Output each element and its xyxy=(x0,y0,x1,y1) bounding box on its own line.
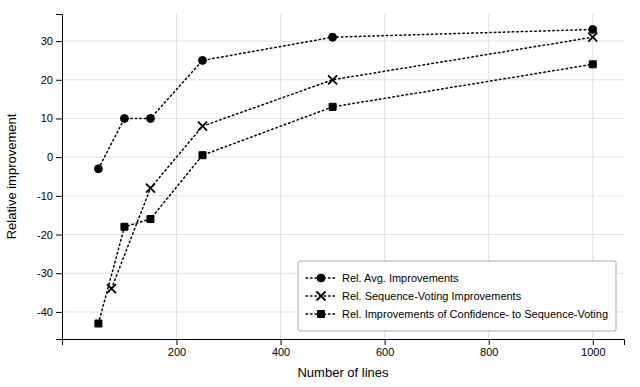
y-axis-tick-mark xyxy=(56,80,62,81)
series-marker xyxy=(147,216,154,223)
x-axis-tick-mark xyxy=(489,339,490,345)
series-marker xyxy=(147,115,155,123)
plot: 200 400 600 800 1000 -40 -30 -20 -10 0 10 20 30 Rel. … xyxy=(37,14,624,358)
series-marker xyxy=(120,115,128,123)
series-marker xyxy=(121,223,128,230)
y-axis-tick: -40 xyxy=(37,306,62,318)
y-axis-tick-mark xyxy=(56,273,62,274)
y-axis-tick-label: 30 xyxy=(41,35,53,47)
y-axis-tick: -30 xyxy=(37,267,62,279)
x-axis: 200 400 600 800 1000 xyxy=(63,339,625,358)
y-axis-tick: -20 xyxy=(37,229,62,241)
legend-item: Rel. Avg. Improvements xyxy=(306,272,459,284)
y-axis-title: Relative improvement xyxy=(4,113,19,239)
series-marker xyxy=(589,61,596,68)
y-axis-tick-mark xyxy=(56,196,62,197)
y-axis: -40 -30 -20 -10 0 10 20 30 xyxy=(37,15,62,340)
series-marker xyxy=(146,184,155,193)
grid-line-x xyxy=(176,14,177,339)
x-axis-tick: 600 xyxy=(376,339,394,358)
y-axis-tick-mark xyxy=(56,118,62,119)
x-axis-line xyxy=(63,340,625,346)
x-axis-tick: 800 xyxy=(480,339,498,358)
chart: 200 400 600 800 1000 -40 -30 -20 -10 0 10 20 30 Rel. … xyxy=(0,0,640,387)
y-axis-tick-label: -10 xyxy=(37,190,53,202)
y-axis-tick: 10 xyxy=(41,112,62,124)
legend-marker xyxy=(318,311,325,318)
series-marker xyxy=(328,75,337,84)
grid-line-y xyxy=(62,195,624,196)
y-axis-tick-label: 20 xyxy=(41,74,53,86)
legend-marker xyxy=(317,274,325,282)
series-marker xyxy=(589,26,597,34)
y-axis-tick-label: 10 xyxy=(41,112,53,124)
series-marker xyxy=(198,122,207,131)
y-axis-tick: -10 xyxy=(37,190,62,202)
series-marker xyxy=(94,165,102,173)
legend-label: Rel. Sequence-Voting Improvements xyxy=(342,290,522,302)
series-line xyxy=(111,37,592,288)
x-axis-tick: 200 xyxy=(168,339,186,358)
x-axis-tick-label: 1000 xyxy=(581,346,605,358)
legend-item: Rel. Sequence-Voting Improvements xyxy=(306,290,522,302)
x-axis-tick-mark xyxy=(281,339,282,345)
grid-line-y xyxy=(62,157,624,158)
y-axis-tick: 30 xyxy=(41,35,62,47)
y-axis-tick: 0 xyxy=(47,151,62,163)
legend-item: Rel. Improvements of Confidence- to Sequ… xyxy=(306,308,608,320)
series-line xyxy=(98,29,592,168)
y-axis-tick-mark xyxy=(56,312,62,313)
x-axis-tick: 1000 xyxy=(581,339,605,358)
legend: Rel. Avg. Improvements Rel. Sequence-Voti… xyxy=(298,261,616,331)
series-marker xyxy=(329,103,336,110)
legend-box xyxy=(298,261,616,331)
y-axis-tick-mark xyxy=(56,41,62,42)
grid-line-y xyxy=(62,79,624,80)
grid xyxy=(62,14,624,339)
series-marker xyxy=(199,56,207,64)
y-axis-tick-label: -20 xyxy=(37,229,53,241)
y-axis-tick-mark xyxy=(56,157,62,158)
series-marker xyxy=(588,33,597,42)
y-axis-tick-label: -30 xyxy=(37,267,53,279)
series-marker xyxy=(199,152,206,159)
y-axis-tick-label: -40 xyxy=(37,306,53,318)
series xyxy=(107,33,597,293)
grid-line-y xyxy=(62,234,624,235)
x-axis-title: Number of lines xyxy=(297,365,389,380)
series xyxy=(94,26,596,173)
y-axis-tick: 20 xyxy=(41,74,62,86)
x-axis-tick: 400 xyxy=(272,339,290,358)
legend-marker xyxy=(317,292,326,301)
x-axis-tick-label: 200 xyxy=(168,346,186,358)
y-axis-tick-label: 0 xyxy=(47,151,53,163)
x-axis-tick-label: 400 xyxy=(272,346,290,358)
series-marker xyxy=(329,33,337,41)
y-axis-tick-mark xyxy=(56,235,62,236)
x-axis-tick-mark xyxy=(176,339,177,345)
x-axis-tick-label: 600 xyxy=(376,346,394,358)
legend-label: Rel. Improvements of Confidence- to Sequ… xyxy=(342,308,608,320)
x-axis-tick-label: 800 xyxy=(480,346,498,358)
x-axis-tick-mark xyxy=(385,339,386,345)
legend-label: Rel. Avg. Improvements xyxy=(342,272,459,284)
x-axis-tick-mark xyxy=(593,339,594,345)
grid-line-x xyxy=(280,14,281,339)
y-axis-line xyxy=(56,15,63,340)
grid-line-y xyxy=(62,41,624,42)
series-marker xyxy=(95,320,102,327)
